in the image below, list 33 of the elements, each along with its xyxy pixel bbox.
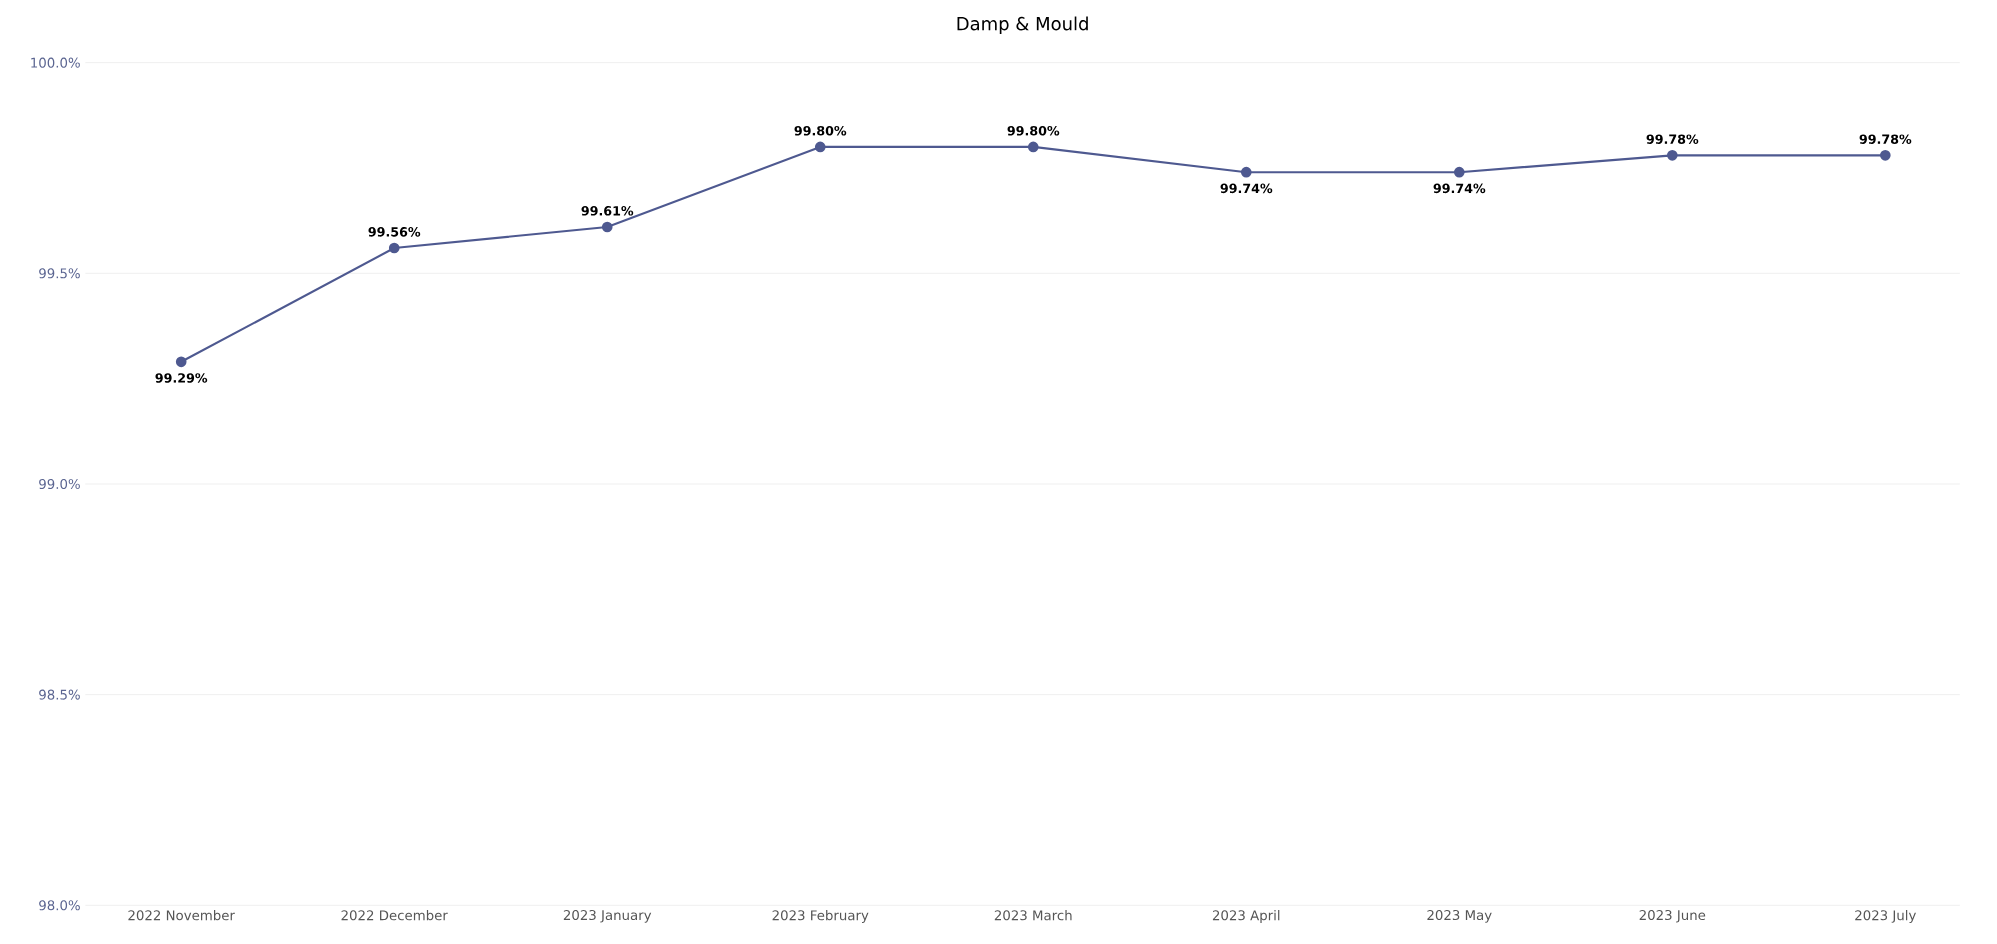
data-label: 99.56%: [368, 227, 421, 237]
point: [601, 221, 613, 233]
y-tick-label: 98.0%: [39, 900, 80, 911]
data-label: 99.61%: [581, 206, 634, 216]
point: [1879, 150, 1891, 161]
data-label: 99.80%: [1007, 125, 1060, 136]
chart-title: Damp & Mould: [957, 16, 1088, 34]
y-tick-label: 99.0%: [39, 478, 80, 490]
point: [814, 141, 826, 153]
x-tick-label: 2023 July: [1855, 910, 1916, 923]
data-label: 99.80%: [794, 125, 847, 136]
data-label: 99.74%: [1433, 183, 1486, 194]
data-label: 99.78%: [1859, 134, 1912, 144]
x-tick-label: 2022 November: [128, 910, 235, 921]
data-label: 99.74%: [1220, 183, 1273, 194]
x-tick-label: 2023 February: [772, 910, 869, 923]
point: [1666, 150, 1678, 161]
x-tick-label: 2023 January: [563, 910, 652, 923]
data-label: 99.78%: [1646, 134, 1699, 144]
y-tick-label: 98.5%: [39, 689, 80, 700]
y-tick-label: 100.0%: [31, 57, 80, 68]
x-tick-label: 2023 March: [994, 910, 1072, 921]
point: [388, 242, 400, 254]
x-tick-label: 2023 June: [1639, 910, 1706, 923]
x-tick-label: 2023 May: [1427, 910, 1492, 923]
point: [1240, 166, 1252, 178]
data-label: 99.29%: [155, 373, 208, 383]
x-tick-label: 2023 April: [1212, 910, 1280, 923]
point: [175, 356, 187, 368]
x-tick-label: 2022 December: [341, 910, 448, 921]
y-tick-label: 99.5%: [39, 268, 80, 279]
point: [1027, 141, 1039, 153]
point: [1453, 166, 1465, 178]
